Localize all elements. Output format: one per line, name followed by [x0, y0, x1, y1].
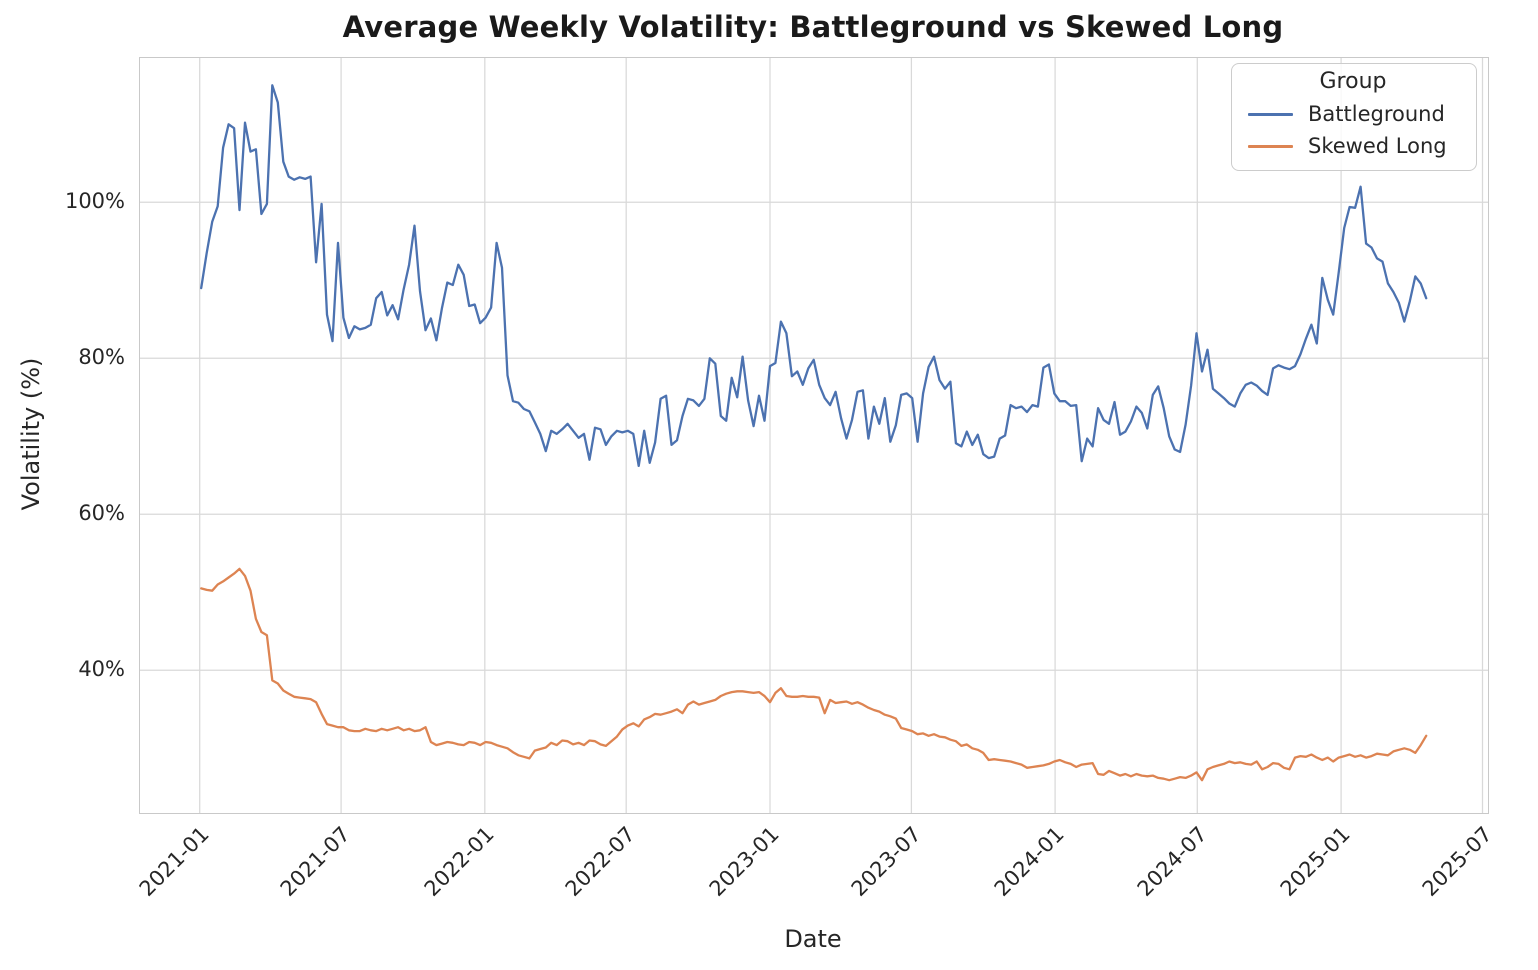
legend: Group Battleground Skewed Long	[1231, 63, 1477, 171]
y-tick-label: 40%	[78, 657, 125, 682]
x-tick-label: 2024-07	[1132, 822, 1212, 902]
legend-title: Group	[1319, 69, 1387, 94]
x-tick-label: 2023-01	[704, 822, 784, 902]
plot-canvas	[140, 58, 1488, 813]
legend-label-battleground: Battleground	[1308, 102, 1445, 126]
chart-title: Average Weekly Volatility: Battleground …	[342, 10, 1284, 44]
legend-item-battleground: Battleground	[1248, 102, 1458, 126]
legend-item-skewed-long: Skewed Long	[1248, 134, 1458, 158]
y-axis-label: Volatility (%)	[17, 357, 45, 511]
plot-area: Group Battleground Skewed Long	[139, 57, 1489, 814]
legend-label-skewed-long: Skewed Long	[1308, 134, 1447, 158]
y-tick-label: 60%	[78, 501, 125, 526]
y-tick-label: 100%	[64, 189, 125, 214]
x-tick-label: 2022-07	[561, 822, 641, 902]
y-tick-label: 80%	[78, 345, 125, 370]
battleground-line-swatch	[1248, 112, 1293, 116]
x-tick-label: 2024-01	[990, 822, 1070, 902]
skewed-long-line	[200, 567, 1428, 782]
x-tick-label: 2025-07	[1417, 822, 1497, 902]
skewed-long-line-swatch	[1248, 144, 1293, 148]
x-tick-label: 2023-07	[846, 822, 926, 902]
x-tick-label: 2022-01	[419, 822, 499, 902]
x-tick-label: 2021-01	[134, 822, 214, 902]
x-axis-label: Date	[784, 925, 842, 953]
battleground-line	[200, 84, 1428, 468]
x-tick-label: 2021-07	[276, 822, 356, 902]
x-tick-label: 2025-01	[1276, 822, 1356, 902]
